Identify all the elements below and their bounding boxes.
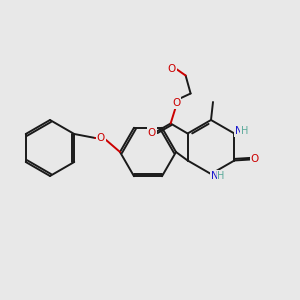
Text: O: O — [148, 128, 156, 137]
Text: N: N — [211, 171, 219, 181]
Text: H: H — [241, 127, 248, 136]
Text: O: O — [167, 64, 176, 74]
Text: N: N — [235, 127, 242, 136]
Text: O: O — [172, 98, 180, 108]
Text: H: H — [217, 171, 225, 181]
Text: O: O — [251, 154, 259, 164]
Text: O: O — [97, 133, 105, 143]
